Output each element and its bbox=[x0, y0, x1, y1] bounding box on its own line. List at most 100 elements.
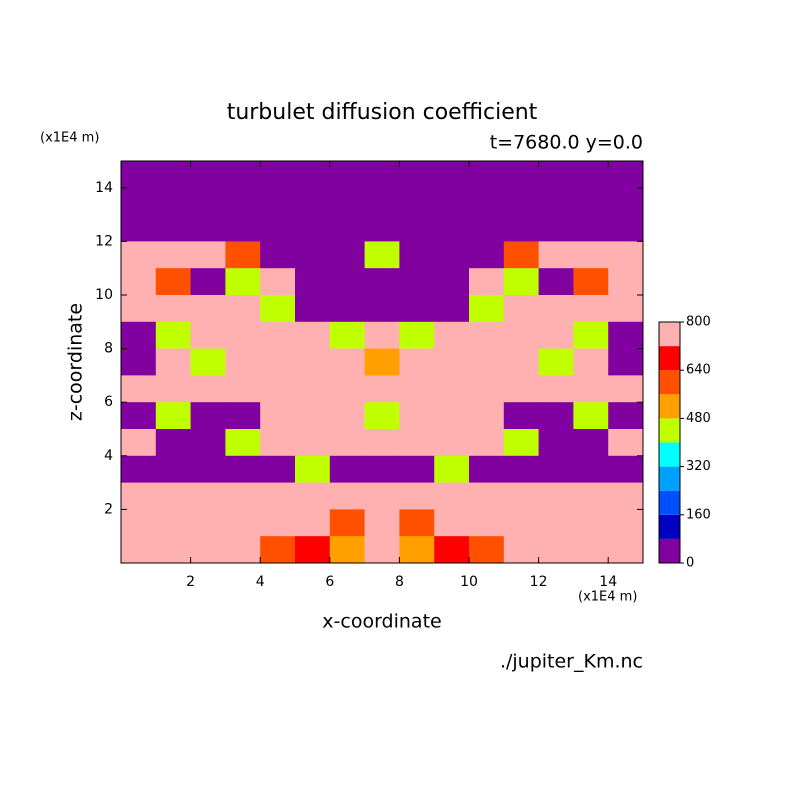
contour-cell bbox=[260, 214, 296, 242]
contour-cell bbox=[121, 402, 157, 430]
contour-cell bbox=[190, 214, 226, 242]
contour-cell bbox=[573, 375, 609, 403]
contour-cell bbox=[503, 187, 540, 216]
contour-cell bbox=[225, 455, 261, 484]
contour-cell bbox=[260, 509, 296, 537]
contour-cell bbox=[608, 402, 643, 430]
contour-cell bbox=[608, 321, 643, 350]
contour-cell bbox=[295, 268, 331, 296]
contour-cell bbox=[260, 187, 296, 216]
contour-cell bbox=[573, 214, 609, 242]
contour-cell bbox=[364, 295, 400, 323]
contour-cell bbox=[364, 268, 400, 296]
contour-cell bbox=[399, 375, 435, 403]
contour-cell bbox=[364, 429, 400, 457]
contour-cell bbox=[190, 295, 226, 323]
contour-cell bbox=[364, 375, 400, 403]
colorbar-segment bbox=[659, 322, 680, 347]
contour-cell bbox=[434, 429, 470, 457]
y-tick-label: 4 bbox=[104, 448, 113, 464]
x-axis-label: x-coordinate bbox=[322, 611, 441, 633]
colorbar-tick-label: 0 bbox=[686, 556, 694, 571]
colorbar-tick-label: 320 bbox=[686, 459, 711, 474]
contour-cell bbox=[295, 161, 331, 189]
contour-cell bbox=[503, 509, 540, 537]
contour-cell bbox=[434, 536, 470, 563]
contour-cell bbox=[329, 321, 366, 350]
x-tick-label: 14 bbox=[599, 574, 617, 590]
contour-cell bbox=[225, 402, 261, 430]
contour-cell bbox=[225, 429, 261, 457]
contour-cell bbox=[155, 321, 192, 350]
colorbar-segment bbox=[659, 394, 680, 419]
contour-cell bbox=[295, 241, 331, 269]
contour-cell bbox=[538, 402, 574, 430]
contour-cell bbox=[364, 482, 400, 510]
contour-cell bbox=[364, 536, 400, 563]
contour-cell bbox=[364, 161, 400, 189]
contour-cell bbox=[295, 187, 331, 216]
contour-cell bbox=[295, 295, 331, 323]
contour-cell bbox=[538, 482, 574, 510]
contour-cell bbox=[608, 429, 643, 457]
contour-cell bbox=[329, 161, 366, 189]
x-tick-label: 6 bbox=[325, 574, 334, 590]
contour-cell bbox=[121, 482, 157, 510]
contour-cell bbox=[295, 509, 331, 537]
contour-cell bbox=[225, 268, 261, 296]
contour-cell bbox=[434, 375, 470, 403]
contour-cell bbox=[260, 482, 296, 510]
contour-cell bbox=[190, 455, 226, 484]
colorbar-segment bbox=[659, 418, 680, 443]
contour-cell bbox=[225, 321, 261, 350]
colorbar-segment bbox=[659, 370, 680, 395]
contour-cell bbox=[573, 455, 609, 484]
contour-cell bbox=[608, 348, 643, 376]
contour-cell bbox=[469, 402, 505, 430]
contour-cell bbox=[329, 509, 366, 537]
x-unit: (x1E4 m) bbox=[578, 590, 637, 605]
contour-cell bbox=[469, 161, 505, 189]
contour-cell bbox=[190, 375, 226, 403]
contour-cell bbox=[364, 241, 400, 269]
y-tick-label: 10 bbox=[95, 287, 113, 303]
contour-cell bbox=[121, 214, 157, 242]
x-tick-label: 8 bbox=[395, 574, 404, 590]
contour-cell bbox=[295, 536, 331, 563]
chart-subtitle: t=7680.0 y=0.0 bbox=[490, 132, 643, 154]
contour-cell bbox=[121, 536, 157, 563]
contour-cell bbox=[538, 268, 574, 296]
contour-cell bbox=[121, 241, 157, 269]
contour-cell bbox=[434, 268, 470, 296]
contour-cell bbox=[538, 375, 574, 403]
contour-cell bbox=[364, 321, 400, 350]
contour-cell bbox=[434, 161, 470, 189]
y-tick-label: 14 bbox=[95, 180, 113, 196]
contour-cell bbox=[295, 348, 331, 376]
contour-cell bbox=[434, 321, 470, 350]
plot-frame bbox=[120, 160, 644, 564]
contour-cell bbox=[121, 455, 157, 484]
contour-cell bbox=[364, 348, 400, 376]
contour-cell bbox=[573, 241, 609, 269]
contour-cell bbox=[190, 268, 226, 296]
contour-cell bbox=[329, 482, 366, 510]
contour-cell bbox=[503, 402, 540, 430]
contour-cell bbox=[155, 348, 192, 376]
y-axis-label: z-coordinate bbox=[65, 303, 87, 421]
contour-cell bbox=[190, 321, 226, 350]
contour-cell bbox=[399, 187, 435, 216]
contour-cell bbox=[155, 509, 192, 537]
contour-cell bbox=[538, 295, 574, 323]
contour-cell bbox=[503, 268, 540, 296]
colorbar-tick-label: 800 bbox=[686, 315, 711, 330]
contour-cell bbox=[399, 402, 435, 430]
contour-cell bbox=[503, 536, 540, 563]
contour-cell bbox=[121, 509, 157, 537]
contour-cell bbox=[399, 455, 435, 484]
contour-cell bbox=[434, 348, 470, 376]
contour-cell bbox=[190, 509, 226, 537]
contour-cell bbox=[399, 268, 435, 296]
contour-cell bbox=[399, 429, 435, 457]
